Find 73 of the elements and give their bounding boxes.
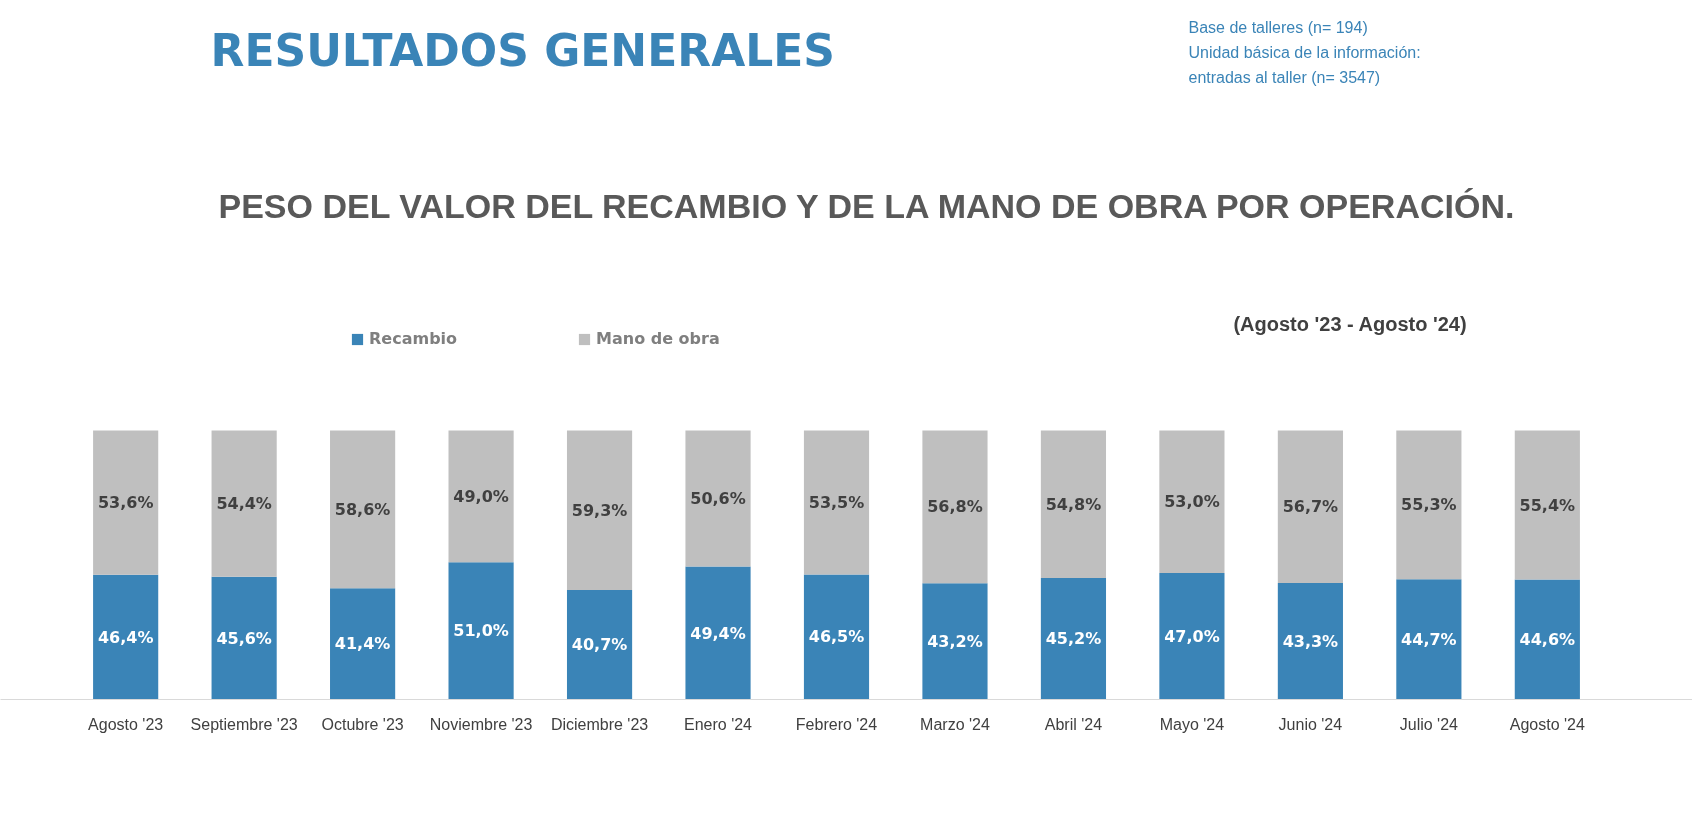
x-tick-label: Julio '24 <box>1399 715 1459 733</box>
x-tick-label: Agosto '23 <box>88 715 164 733</box>
bar <box>922 583 988 700</box>
bar <box>922 430 988 584</box>
text: Unidad básica de la información: <box>1188 44 1421 61</box>
bar <box>93 574 159 700</box>
x-tick-label: Octubre '23 <box>321 715 404 733</box>
bar <box>803 574 870 700</box>
data-label: 53,0% <box>1164 492 1220 512</box>
data-label: 46,4% <box>97 627 154 647</box>
chart-subtitle: (Agosto '23 - Agosto '24) <box>1233 312 1467 335</box>
data-label: 45,6% <box>216 628 272 648</box>
chart-title: PESO DEL VALOR DEL RECAMBIO Y DE LA MANO DE OBRA POR OPERACIÓN. <box>218 186 1515 225</box>
text: Base de talleres (n= 194) <box>1188 19 1368 36</box>
bar <box>1396 430 1462 580</box>
bar <box>211 576 277 700</box>
data-label: 55,4% <box>1519 495 1576 515</box>
bar <box>448 562 514 700</box>
x-tick-label: Febrero '24 <box>795 715 878 733</box>
data-label: 49,0% <box>453 486 509 506</box>
bar <box>1396 579 1462 700</box>
data-label: 41,4% <box>334 634 391 654</box>
x-tick-label: Marzo '24 <box>920 715 990 733</box>
bar <box>448 430 514 563</box>
data-label: 45,2% <box>1045 629 1102 649</box>
x-tick-label: Agosto '24 <box>1509 715 1585 733</box>
legend-label: Mano de obra <box>596 329 720 348</box>
data-label: 43,2% <box>927 631 983 651</box>
bar <box>1277 583 1343 700</box>
x-tick-label: Noviembre '23 <box>429 715 533 733</box>
data-label: 50,6% <box>690 489 746 509</box>
text: entradas al taller (n= 3547) <box>1188 69 1381 86</box>
data-label: 43,3% <box>1282 631 1339 651</box>
bar <box>93 430 159 575</box>
text: RESULTADOS GENERALES <box>210 25 835 76</box>
data-label: 54,4% <box>216 494 272 514</box>
legend-label: Recambio <box>369 329 458 348</box>
data-label: 56,7% <box>1282 497 1339 517</box>
bar <box>566 430 633 591</box>
x-tick-label: Enero '24 <box>684 715 753 733</box>
bar <box>566 590 633 700</box>
data-label: 51,0% <box>453 621 509 641</box>
data-label: 58,6% <box>334 499 391 519</box>
data-label: 44,6% <box>1519 630 1576 650</box>
x-tick-label: Mayo '24 <box>1159 715 1225 733</box>
bar <box>211 430 277 577</box>
x-tick-label: Abril '24 <box>1044 715 1103 733</box>
data-label: 59,3% <box>571 500 628 520</box>
bar <box>1159 430 1225 574</box>
data-label: 44,7% <box>1401 629 1457 649</box>
bar <box>803 430 870 575</box>
bar <box>330 588 396 700</box>
data-label: 40,7% <box>571 635 628 655</box>
bar <box>1040 430 1107 578</box>
data-label: 54,8% <box>1045 494 1102 514</box>
x-tick-label: Diciembre '23 <box>550 715 649 733</box>
data-label: 49,4% <box>690 623 746 643</box>
bar <box>685 566 751 700</box>
bar <box>1040 577 1107 700</box>
bar <box>330 430 396 589</box>
data-label: 47,0% <box>1164 626 1220 646</box>
data-label: 46,5% <box>808 627 865 647</box>
data-label: 56,8% <box>927 497 983 517</box>
data-label: 53,6% <box>97 493 154 513</box>
bar <box>1514 430 1580 580</box>
bar <box>1159 573 1225 700</box>
bar <box>1514 579 1580 700</box>
bar <box>685 430 751 567</box>
data-label: 53,5% <box>808 492 865 512</box>
data-label: 55,3% <box>1401 495 1457 515</box>
x-tick-label: Junio '24 <box>1278 715 1343 733</box>
bar <box>1277 430 1343 584</box>
x-tick-label: Septiembre '23 <box>190 715 298 733</box>
